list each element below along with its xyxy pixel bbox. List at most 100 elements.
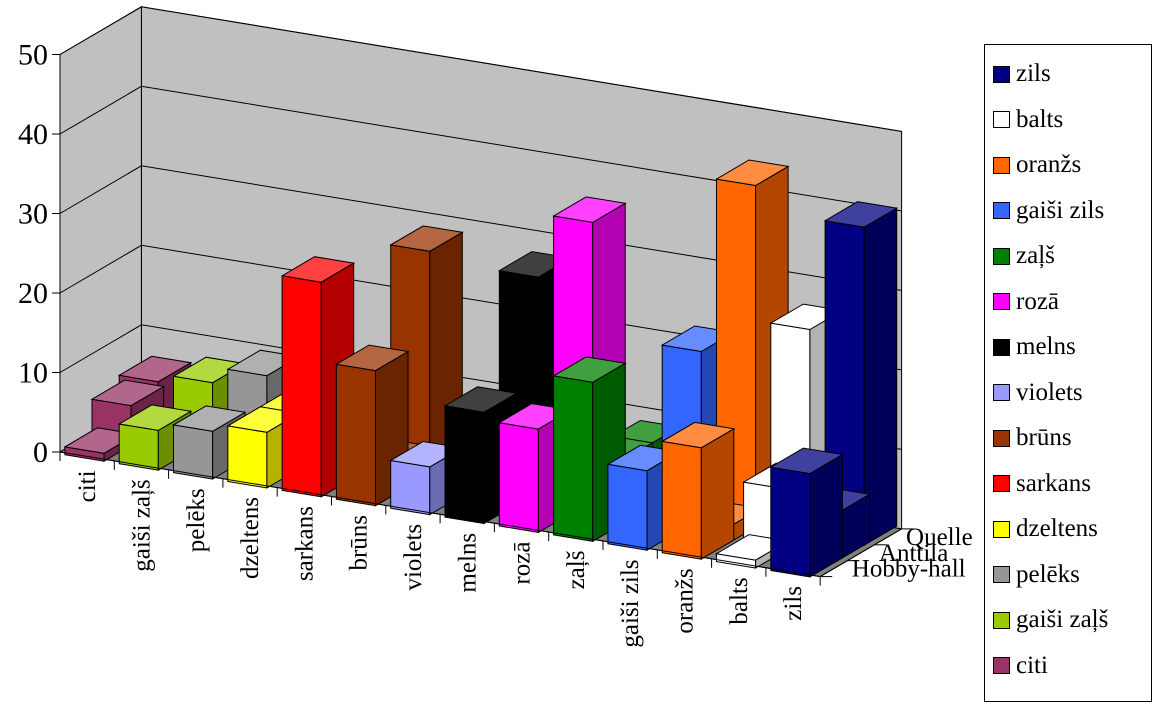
legend-item: sarkans xyxy=(993,469,1091,499)
bar-zils-Hobby-hall xyxy=(769,447,844,578)
bar-front-face xyxy=(553,375,594,542)
y-tick-label: 10 xyxy=(18,357,48,390)
x-category-label: pelēks xyxy=(183,488,210,552)
legend-item: melns xyxy=(993,332,1076,362)
legend-label: melns xyxy=(1016,333,1076,360)
x-category-label: dzeltens xyxy=(237,497,264,579)
legend-swatch xyxy=(993,657,1010,674)
chart-legend: zils balts oranžs gaiši zils zaļš rozā melns vi… xyxy=(984,44,1152,702)
bar-top-face xyxy=(552,356,627,383)
legend-swatch xyxy=(993,566,1010,583)
legend-item: zaļš xyxy=(993,241,1055,271)
y-tick-label: 50 xyxy=(18,39,48,72)
legend-item: balts xyxy=(993,105,1063,135)
legend-label: gaiši zils xyxy=(1016,196,1105,224)
bar-top-face xyxy=(715,159,790,187)
bar-front-face xyxy=(173,424,214,480)
legend-item: brūns xyxy=(993,423,1072,453)
bar-top-face xyxy=(334,344,410,372)
gridline xyxy=(59,324,902,450)
legend-label: oranžs xyxy=(1016,151,1082,178)
legend-label: sarkans xyxy=(1016,469,1091,497)
series-label: Anttila xyxy=(879,540,948,567)
bar-front-face xyxy=(661,440,702,560)
legend-swatch xyxy=(993,202,1010,219)
legend-label: brūns xyxy=(1016,424,1072,451)
x-category-label: zaļš xyxy=(563,550,590,589)
legend-label: gaiši zaļš xyxy=(1016,606,1109,633)
bar-front-face xyxy=(335,363,376,507)
y-tick-label: 20 xyxy=(18,277,48,310)
y-tick-label: 30 xyxy=(18,198,48,231)
bar-oranžs-Hobby-hall xyxy=(660,421,736,560)
y-axis: 0 10 20 30 40 50 xyxy=(18,39,61,469)
y-tick-label: 40 xyxy=(18,118,48,151)
bar-front-face xyxy=(390,459,431,516)
x-category-label: melns xyxy=(454,533,481,593)
legend-item: gaiši zils xyxy=(993,196,1104,226)
bar-top-face xyxy=(172,405,247,432)
legend-label: zaļš xyxy=(1016,242,1055,269)
legend-item: zils xyxy=(993,59,1051,89)
legend-label: rozā xyxy=(1016,287,1060,315)
bar-top-face xyxy=(443,386,519,413)
bar-top-face xyxy=(90,379,166,407)
bar-top-face xyxy=(389,225,464,252)
depth-axis-line xyxy=(819,528,902,578)
legend-swatch xyxy=(993,338,1010,356)
legend-swatch xyxy=(993,111,1010,128)
series-label: Hobby-hall xyxy=(852,556,966,583)
bar-top-face xyxy=(280,256,356,283)
legend-swatch xyxy=(993,611,1010,629)
x-category-label: zils xyxy=(780,586,807,621)
bar-top-face xyxy=(823,201,899,228)
chart-bars xyxy=(63,159,899,578)
legend-item: gaiši zaļš xyxy=(993,605,1108,635)
legend-swatch xyxy=(993,429,1010,447)
legend-swatch xyxy=(993,156,1010,174)
x-category-label: violets xyxy=(400,524,427,591)
bar-top-face xyxy=(769,447,844,475)
bar-front-face xyxy=(607,463,648,551)
bar-top-face xyxy=(552,196,627,223)
legend-swatch xyxy=(993,520,1010,538)
legend-label: violets xyxy=(1016,378,1083,406)
legend-label: dzeltens xyxy=(1016,515,1098,542)
bar-side-face xyxy=(700,427,735,560)
series-label: Quelle xyxy=(906,524,973,551)
bar-top-face xyxy=(117,355,193,383)
bar-front-face xyxy=(444,405,485,525)
legend-label: balts xyxy=(1016,105,1064,133)
x-category-label: rozā xyxy=(509,542,536,585)
legend-item: citi xyxy=(993,651,1048,681)
bar-top-face xyxy=(117,404,193,431)
legend-swatch xyxy=(993,384,1010,401)
x-category-label: oranžs xyxy=(671,568,698,633)
gridline xyxy=(59,165,902,291)
x-category-label: brūns xyxy=(346,515,373,571)
bar-side-face xyxy=(809,453,843,578)
x-category-label: gaiši zaļš xyxy=(128,479,155,572)
legend-label: pelēks xyxy=(1016,560,1080,588)
gridline xyxy=(59,85,902,212)
legend-label: citi xyxy=(1016,651,1048,679)
legend-swatch xyxy=(993,247,1010,265)
bar-front-face xyxy=(770,466,811,578)
bar-front-face xyxy=(498,422,539,533)
bar-front-face xyxy=(227,425,268,489)
legend-item: oranžs xyxy=(993,150,1081,180)
gridline xyxy=(59,244,902,371)
x-category-label: balts xyxy=(726,577,753,624)
bar-zils-Quelle xyxy=(823,201,899,546)
x-category-label: citi xyxy=(74,470,101,502)
x-category-label: sarkans xyxy=(291,506,318,581)
legend-item: rozā xyxy=(993,287,1059,317)
legend-swatch xyxy=(993,65,1010,83)
x-category-label: gaiši zils xyxy=(617,559,644,647)
legend-swatch xyxy=(993,293,1010,310)
bar-front-face xyxy=(281,275,322,498)
bar-front-face xyxy=(118,423,159,471)
legend-item: violets xyxy=(993,378,1083,408)
y-tick-label: 0 xyxy=(33,436,48,469)
gridline xyxy=(59,6,902,132)
